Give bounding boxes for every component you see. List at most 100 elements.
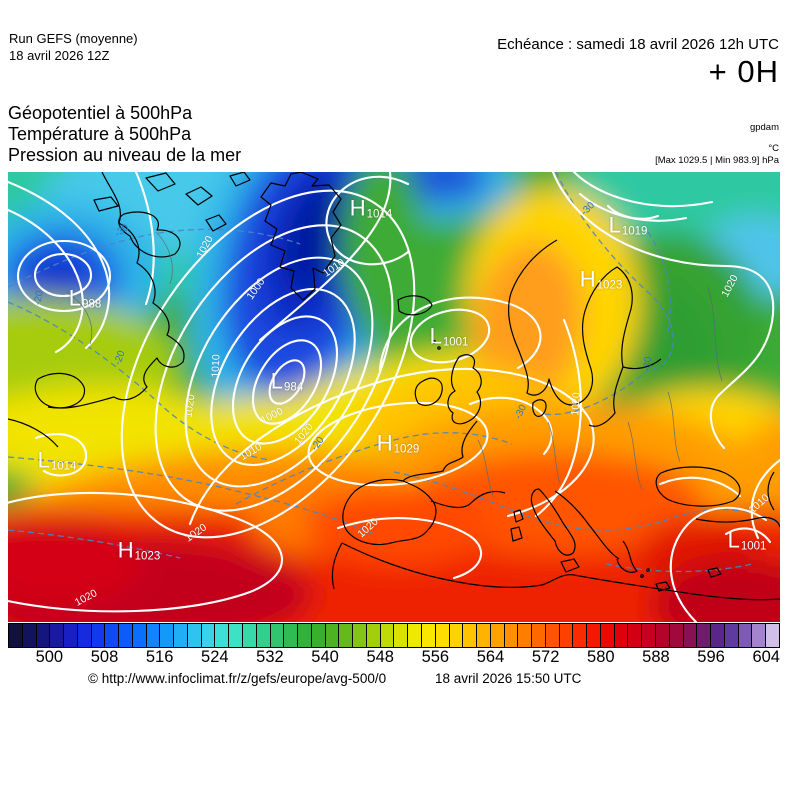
colorbar-cell — [22, 624, 37, 647]
colorbar-cell — [325, 624, 340, 647]
pressure-center-value: 1019 — [621, 225, 648, 238]
colorbar-cell — [187, 624, 202, 647]
isobar-label: 1010 — [209, 354, 223, 378]
colorbar-cell — [669, 624, 684, 647]
colorbar-cell — [642, 624, 656, 647]
colorbar-cell — [463, 624, 478, 647]
colorbar-cell — [284, 624, 299, 647]
colorbar-tick: 524 — [201, 648, 229, 666]
colorbar-tick: 540 — [311, 648, 339, 666]
colorbar-cell — [449, 624, 464, 647]
high-pressure-center: H 1029 — [377, 432, 420, 456]
colorbar-cell — [215, 624, 230, 647]
colorbar-cell — [628, 624, 643, 647]
colorbar-cell — [421, 624, 436, 647]
colorbar-cell — [738, 624, 753, 647]
colorbar-cell — [105, 624, 120, 647]
colorbar-cell — [91, 624, 106, 647]
pressure-center-value: 1014 — [366, 208, 393, 221]
colorbar-cell — [36, 624, 51, 647]
pressure-max-min: [Max 1029.5 | Min 983.9] hPa — [655, 155, 779, 166]
colorbar-cell — [545, 624, 560, 647]
colorbar-cell — [339, 624, 354, 647]
colorbar-cell — [146, 624, 161, 647]
generation-timestamp: 18 avril 2026 15:50 UTC — [435, 671, 582, 686]
geopotential-field-image — [8, 172, 780, 622]
colorbar-cell — [697, 624, 712, 647]
forecast-step: + 0H — [708, 54, 779, 89]
low-pressure-center: L 1001 — [727, 527, 767, 553]
colorbar-cell — [311, 624, 326, 647]
pressure-center-letter: L — [68, 285, 82, 311]
colorbar-tick: 564 — [476, 648, 505, 666]
unit-temperature: °C — [768, 143, 779, 154]
colorbar-cell — [573, 624, 588, 647]
high-pressure-center: H 1023 — [118, 539, 161, 563]
colorbar-tick: 500 — [35, 648, 64, 666]
colorbar-cell — [587, 624, 601, 647]
colorbar-cell — [614, 624, 629, 647]
colorbar-cell — [752, 624, 767, 647]
colorbar-cell — [64, 624, 78, 647]
colorbar-tick: 596 — [697, 648, 725, 666]
colorbar-cell — [50, 624, 65, 647]
colorbar-cell — [477, 624, 491, 647]
colorbar-cell — [256, 624, 271, 647]
chart-titles: Géopotentiel à 500hPa Température à 500h… — [8, 103, 241, 166]
weather-map-canvas: H 1014 L 1019 H 1023 L 1001 L 984 L 988 H 1029 L 1014 H 1… — [8, 172, 780, 622]
run-date: 18 avril 2026 12Z — [9, 48, 110, 63]
colorbar-cell — [518, 624, 533, 647]
colorbar-tick: 516 — [145, 648, 174, 666]
temperature-label: -30 — [641, 356, 655, 372]
colorbar-cell — [229, 624, 244, 647]
colorbar-cell — [174, 624, 188, 647]
colorbar-cell — [77, 624, 92, 647]
colorbar-tick: 508 — [90, 648, 119, 666]
colorbar-cell — [201, 624, 216, 647]
colorbar-cell — [160, 624, 175, 647]
low-pressure-center: L 1001 — [429, 323, 469, 349]
title-pressure: Pression au niveau de la mer — [8, 145, 242, 165]
colorbar-cell — [366, 624, 381, 647]
title-geopotential: Géopotentiel à 500hPa — [8, 103, 193, 123]
colorbar-tick: 548 — [366, 648, 394, 666]
colorbar-cell — [504, 624, 519, 647]
pressure-center-value: 988 — [82, 298, 102, 311]
pressure-center-value: 1014 — [50, 460, 77, 473]
pressure-center-value: 1029 — [393, 443, 420, 456]
colorbar-tick: 572 — [531, 648, 560, 666]
colorbar-cell — [724, 624, 739, 647]
colorbar-cell — [9, 624, 23, 647]
pressure-center-value: 1023 — [596, 279, 623, 292]
low-pressure-center: L 1014 — [38, 449, 77, 473]
colorbar-cell — [766, 624, 779, 647]
copyright-url: © http://www.infoclimat.fr/z/gefs/europe… — [88, 671, 387, 686]
pressure-center-value: 1023 — [134, 550, 161, 563]
pressure-center-letter: L — [727, 527, 740, 553]
colorbar-cell — [711, 624, 725, 647]
pressure-center-value: 1001 — [740, 540, 767, 553]
colorbar-cell — [119, 624, 133, 647]
colorbar-cell — [655, 624, 670, 647]
pressure-center-value: 984 — [284, 381, 304, 394]
colorbar-tick: 556 — [421, 648, 450, 666]
colorbar-cell — [683, 624, 698, 647]
isobar-label: 1020 — [569, 391, 583, 417]
pressure-center-letter: H — [579, 266, 596, 292]
colorbar-tick: 580 — [587, 648, 615, 666]
run-model: Run GEFS (moyenne) — [9, 31, 138, 46]
colorbar-tick: 532 — [256, 648, 284, 666]
colorbar-cell — [435, 624, 450, 647]
low-pressure-center: L 988 — [68, 285, 102, 311]
colorbar-cell — [353, 624, 367, 647]
pressure-center-letter: L — [429, 323, 442, 349]
high-pressure-center: H 1014 — [350, 197, 393, 221]
forecast-valid-time: Echéance : samedi 18 avril 2026 12h UTC — [497, 36, 779, 53]
pressure-center-letter: L — [270, 368, 284, 394]
title-temperature: Température à 500hPa — [8, 124, 192, 144]
colorbar-cell — [532, 624, 546, 647]
colorbar-cell — [408, 624, 422, 647]
low-pressure-center: L 984 — [270, 368, 304, 394]
pressure-center-letter: L — [608, 212, 621, 238]
